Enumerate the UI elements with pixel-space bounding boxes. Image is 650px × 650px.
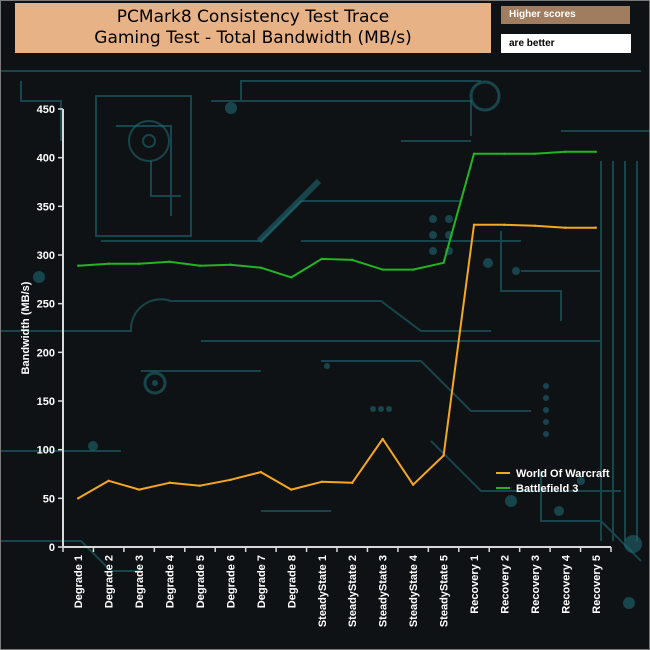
- legend: World Of Warcraft Battlefield 3: [496, 468, 610, 495]
- chart-title-box: PCMark8 Consistency Test Trace Gaming Te…: [15, 3, 491, 53]
- y-tick-label: 250: [37, 299, 55, 311]
- y-axis-label: Bandwidth (MB/s): [20, 281, 32, 374]
- x-tick-label: Degrade 7: [256, 555, 268, 608]
- data-point: [594, 150, 597, 154]
- x-tick-label: SteadyState 5: [439, 555, 451, 627]
- y-tick-label: 0: [49, 542, 55, 554]
- data-point: [229, 263, 232, 266]
- data-point: [107, 479, 110, 483]
- data-point: [290, 276, 293, 279]
- x-tick-label: Recovery 3: [530, 555, 542, 614]
- series-line-1: [78, 150, 596, 279]
- data-point: [442, 454, 445, 457]
- x-tick-label: Degrade 3: [134, 555, 146, 608]
- y-axis: 0 50 100 150 200 250 300 350 400 450: [37, 104, 64, 554]
- y-tick-label: 150: [37, 396, 55, 408]
- data-point: [472, 152, 476, 155]
- data-point: [533, 152, 537, 155]
- x-tick-label: Recovery 2: [499, 555, 511, 614]
- data-point: [168, 481, 171, 484]
- data-point: [503, 152, 506, 155]
- legend-label: Battlefield 3: [516, 483, 578, 495]
- x-tick-label: SteadyState 1: [317, 555, 329, 627]
- data-point: [137, 262, 141, 265]
- data-point: [442, 261, 445, 264]
- chart-subtitle: Gaming Test - Total Bandwidth (MB/s): [94, 28, 412, 48]
- data-point: [503, 223, 506, 227]
- y-tick-label: 100: [37, 445, 55, 457]
- x-tick-label: SteadyState 4: [408, 554, 420, 627]
- data-point: [229, 478, 232, 482]
- data-point: [198, 484, 202, 487]
- data-point: [137, 488, 141, 491]
- x-tick-label: Recovery 1: [469, 555, 481, 614]
- series-line-0: [77, 223, 596, 500]
- y-tick-label: 400: [37, 153, 55, 165]
- data-point: [594, 226, 597, 229]
- data-point: [564, 150, 567, 154]
- data-point: [381, 437, 384, 441]
- x-tick-label: Degrade 1: [73, 555, 85, 608]
- y-tick-label: 300: [37, 250, 55, 262]
- note-higher-scores: Higher scores: [501, 6, 630, 24]
- y-tick-label: 450: [37, 104, 55, 116]
- legend-label: World Of Warcraft: [516, 468, 610, 480]
- x-axis: Degrade 1 Degrade 2 Degrade 3 Degrade 4 Degr…: [62, 546, 612, 627]
- note-are-better: are better: [501, 34, 631, 53]
- x-tick-label: Degrade 4: [165, 554, 177, 608]
- y-tick-label: 200: [37, 347, 55, 359]
- x-tick-label: Degrade 2: [104, 555, 116, 608]
- y-tick-label: 50: [43, 493, 55, 505]
- x-tick-label: SteadyState 2: [347, 555, 359, 627]
- data-point: [320, 257, 323, 261]
- data-point: [198, 264, 202, 267]
- data-point: [351, 481, 354, 484]
- data-point: [168, 260, 171, 264]
- x-tick-label: Degrade 5: [195, 555, 207, 608]
- data-point: [320, 480, 323, 483]
- data-point: [259, 470, 263, 474]
- data-point: [381, 268, 384, 271]
- data-point: [77, 264, 80, 267]
- data-point: [411, 483, 415, 486]
- data-point: [411, 268, 415, 271]
- series-lines: [77, 150, 597, 500]
- x-tick-label: Degrade 8: [286, 555, 298, 608]
- data-point: [290, 488, 293, 491]
- data-point: [533, 224, 537, 227]
- x-tick-label: Recovery 4: [560, 554, 572, 614]
- x-tick-label: SteadyState 3: [378, 555, 390, 627]
- data-point: [107, 262, 110, 265]
- data-point: [351, 258, 354, 262]
- x-tick-label: Recovery 5: [591, 555, 603, 614]
- y-tick-label: 350: [37, 201, 55, 213]
- chart-title: PCMark8 Consistency Test Trace: [116, 7, 390, 27]
- data-point: [472, 223, 476, 227]
- data-point: [564, 226, 567, 229]
- data-point: [259, 266, 263, 269]
- data-point: [77, 497, 80, 500]
- x-tick-label: Degrade 6: [225, 555, 237, 608]
